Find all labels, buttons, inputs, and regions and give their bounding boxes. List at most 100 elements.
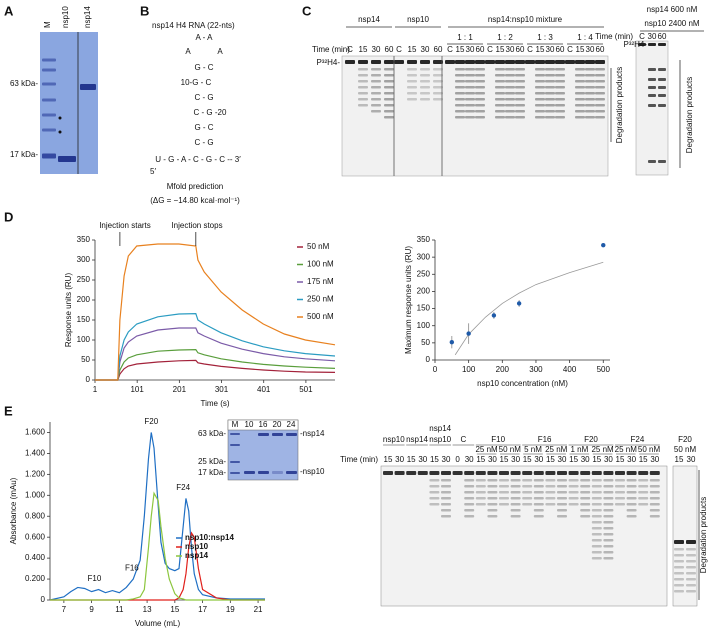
gel-band — [638, 471, 649, 475]
gel-band — [485, 60, 495, 64]
gel-band — [499, 497, 509, 500]
annotation: F24 — [176, 483, 190, 492]
panel-letter: C — [302, 3, 312, 18]
gel-band — [533, 485, 544, 488]
marker-label: 63 kDa- — [10, 79, 38, 88]
gel-band — [505, 86, 515, 89]
group-label: nsp14:nsp10 mixture — [488, 15, 563, 24]
gel-band — [591, 485, 602, 488]
degradation-label: Degradation products — [615, 67, 624, 144]
gel-band — [615, 485, 625, 488]
x-tick-label: 15 — [170, 605, 179, 614]
y-tick-label: 0.800 — [25, 511, 46, 520]
gel-band — [575, 92, 585, 95]
marker-label: 17 kDa- — [10, 150, 38, 159]
concentration-label: 1 nM — [571, 445, 589, 454]
lane-label: 15 — [569, 455, 578, 464]
annotation: Injection stops — [171, 221, 222, 230]
gel-band — [42, 98, 56, 102]
gel-band — [384, 98, 394, 101]
gel-band — [441, 503, 451, 506]
gel-band — [510, 497, 521, 500]
gel-band — [433, 80, 443, 83]
gel-band — [510, 479, 521, 482]
gel-band — [575, 98, 585, 101]
concentration-label: 5 nM — [524, 445, 542, 454]
gel-band — [575, 68, 585, 71]
gel-band — [475, 471, 486, 475]
gel-band — [441, 497, 451, 500]
rna-base: 10-G - C — [181, 78, 212, 87]
substrate-label: P³²H4- — [623, 40, 647, 49]
gel-band — [429, 497, 440, 500]
y-tick-label: 250 — [417, 269, 431, 278]
y-axis-label: Absorbance (mAu) — [9, 477, 18, 544]
gel-band — [465, 98, 475, 101]
gel-band — [455, 104, 465, 107]
gel-band — [674, 540, 684, 544]
lane-label: 60 — [434, 45, 443, 54]
gel-band — [42, 68, 56, 72]
concentration-label: 50 nM — [638, 445, 661, 454]
rna-energy: (ΔG = −14.80 kcal·mol⁻¹) — [150, 196, 240, 205]
gel-band — [42, 82, 56, 86]
gel-band — [626, 471, 637, 475]
gel-band — [557, 485, 567, 488]
gel-band — [407, 98, 417, 101]
gel-band — [648, 94, 656, 97]
gel-band — [495, 104, 505, 107]
gel-band — [515, 74, 525, 77]
panel-letter: A — [4, 3, 14, 18]
gel-band — [499, 485, 509, 488]
gel-band — [407, 86, 417, 89]
gel-band — [591, 533, 602, 536]
series-line — [49, 432, 265, 601]
y-tick-label: 1.400 — [25, 449, 46, 458]
x-axis-label: Volume (mL) — [135, 619, 181, 628]
gel-band — [595, 98, 605, 101]
gel-band — [515, 86, 525, 89]
gel-band — [648, 104, 656, 107]
gel-band — [495, 68, 505, 71]
gel-band — [495, 98, 505, 101]
gel-band — [595, 92, 605, 95]
y-tick-label: 0 — [41, 595, 46, 604]
gel-band — [407, 92, 417, 95]
gel-band — [674, 548, 684, 551]
gel-band — [686, 560, 696, 563]
lane-label: 30 — [534, 455, 543, 464]
x-tick-label: 19 — [226, 605, 235, 614]
gel-band — [230, 444, 240, 446]
gel-band — [580, 503, 591, 506]
x-axis-label: nsp10 concentration (nM) — [477, 379, 568, 388]
gel-band — [384, 74, 394, 77]
rna-base: G - C — [194, 123, 213, 132]
gel-band — [595, 68, 605, 71]
legend-label: 175 nM — [307, 277, 334, 286]
lane-label: 30 — [395, 455, 404, 464]
y-tick-label: 300 — [77, 255, 91, 264]
gel-band — [80, 84, 96, 90]
y-tick-label: 150 — [77, 315, 91, 324]
lane-label: 30 — [586, 45, 595, 54]
gel-band — [545, 86, 555, 89]
gel-band — [545, 68, 555, 71]
lane-label: 30 — [650, 455, 659, 464]
gel-band — [464, 479, 475, 482]
rna-base: G - C — [194, 63, 213, 72]
lane-label: C — [527, 45, 533, 54]
gel-band — [495, 74, 505, 77]
y-tick-label: 50 — [421, 338, 430, 347]
rna-base: U - G - A - C - G - C -- 3′ — [155, 155, 241, 164]
gel — [635, 40, 669, 176]
gel-band — [455, 80, 465, 83]
gel-band — [371, 98, 381, 101]
y-tick-label: 200 — [77, 295, 91, 304]
gel-band — [475, 497, 486, 500]
gel-band — [603, 527, 614, 530]
gel-band — [499, 491, 509, 494]
gel-band — [568, 497, 579, 500]
lane-label: 15 — [430, 455, 439, 464]
gel-band — [505, 110, 515, 113]
annotation: F20 — [144, 417, 158, 426]
